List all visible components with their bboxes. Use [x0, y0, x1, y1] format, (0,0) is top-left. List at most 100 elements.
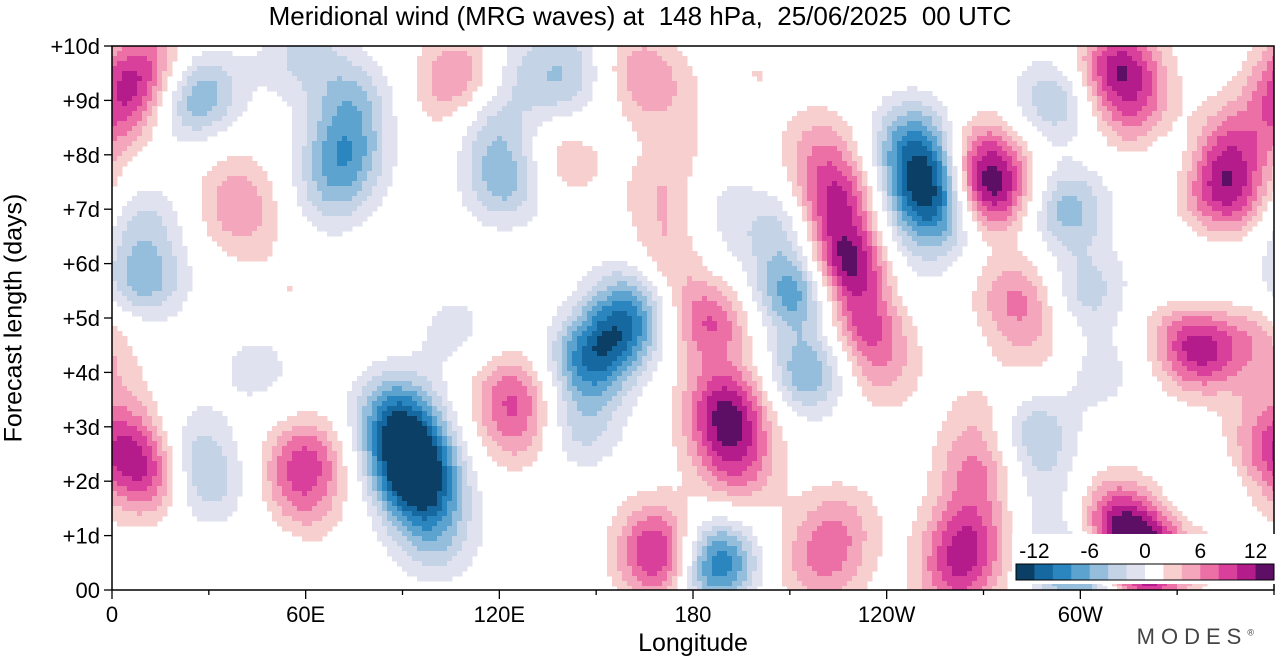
field-cell: [1162, 61, 1178, 67]
field-cell: [1187, 141, 1198, 147]
field-cell: [667, 226, 688, 232]
field-cell: [657, 341, 663, 347]
field-cell: [727, 341, 743, 347]
field-cell: [952, 566, 973, 572]
field-cell: [1267, 121, 1274, 127]
field-cell: [547, 361, 558, 367]
field-cell: [177, 286, 193, 292]
field-cell: [492, 141, 508, 147]
field-cell: [847, 526, 863, 532]
field-cell: [602, 331, 623, 337]
field-cell: [462, 201, 483, 207]
field-cell: [692, 561, 698, 567]
field-cell: [1252, 431, 1263, 437]
field-cell: [632, 91, 678, 97]
field-cell: [157, 491, 168, 497]
field-cell: [577, 461, 598, 467]
field-cell: [1102, 131, 1118, 137]
field-cell: [1247, 196, 1258, 202]
field-cell: [927, 521, 938, 527]
field-cell: [377, 406, 388, 412]
field-cell: [507, 411, 518, 417]
field-cell: [357, 171, 368, 177]
field-cell: [1062, 276, 1078, 282]
field-cell: [572, 431, 603, 437]
field-cell: [952, 541, 978, 547]
field-cell: [332, 116, 363, 122]
field-cell: [422, 46, 483, 52]
field-cell: [147, 116, 158, 122]
field-cell: [122, 506, 158, 512]
field-cell: [607, 556, 618, 562]
field-cell: [892, 221, 898, 227]
field-cell: [442, 461, 448, 467]
field-cell: [997, 471, 1008, 477]
field-cell: [1157, 76, 1168, 82]
field-cell: [312, 221, 363, 227]
field-cell: [292, 531, 328, 537]
field-cell: [1012, 136, 1023, 142]
field-cell: [652, 291, 658, 297]
field-cell: [1022, 166, 1028, 172]
field-cell: [1227, 361, 1248, 367]
field-cell: [637, 556, 668, 562]
field-cell: [482, 161, 518, 167]
field-cell: [417, 576, 453, 582]
field-cell: [1217, 141, 1258, 147]
field-cell: [617, 391, 628, 397]
field-cell: [562, 71, 583, 77]
field-cell: [437, 431, 443, 437]
field-cell: [837, 271, 848, 277]
field-cell: [702, 441, 713, 447]
field-cell: [752, 251, 778, 257]
field-cell: [302, 536, 323, 542]
field-cell: [582, 86, 593, 92]
field-cell: [152, 86, 163, 92]
field-cell: [657, 201, 668, 207]
field-cell: [777, 251, 783, 257]
field-cell: [332, 496, 348, 502]
field-cell: [952, 216, 958, 222]
field-cell: [857, 331, 883, 337]
field-cell: [577, 366, 588, 372]
field-cell: [347, 161, 363, 167]
field-cell: [457, 486, 463, 492]
field-cell: [582, 66, 598, 72]
field-cell: [757, 476, 768, 482]
field-cell: [1157, 96, 1168, 102]
field-cell: [937, 496, 953, 502]
field-cell: [922, 501, 938, 507]
field-cell: [692, 321, 703, 327]
field-cell: [337, 151, 353, 157]
field-cell: [327, 81, 358, 87]
field-cell: [112, 396, 138, 402]
field-cell: [902, 156, 913, 162]
field-cell: [397, 501, 408, 507]
field-cell: [1092, 531, 1098, 537]
field-cell: [447, 411, 458, 417]
field-cell: [662, 566, 673, 572]
field-cell: [717, 431, 743, 437]
field-cell: [637, 351, 648, 357]
field-cell: [877, 151, 883, 157]
field-cell: [622, 361, 633, 367]
field-cell: [647, 366, 658, 372]
field-cell: [1142, 81, 1153, 87]
field-cell: [987, 291, 1008, 297]
field-cell: [672, 436, 688, 442]
field-cell: [742, 386, 753, 392]
field-cell: [742, 361, 753, 367]
field-cell: [892, 296, 903, 302]
field-cell: [957, 471, 988, 477]
field-cell: [982, 191, 993, 197]
field-cell: [652, 321, 658, 327]
field-cell: [582, 441, 593, 447]
field-cell: [942, 176, 948, 182]
field-cell: [857, 226, 863, 232]
field-cell: [317, 476, 333, 482]
field-cell: [227, 486, 243, 492]
field-cell: [792, 116, 843, 122]
field-cell: [1022, 151, 1033, 157]
field-cell: [192, 441, 218, 447]
field-cell: [842, 561, 863, 567]
